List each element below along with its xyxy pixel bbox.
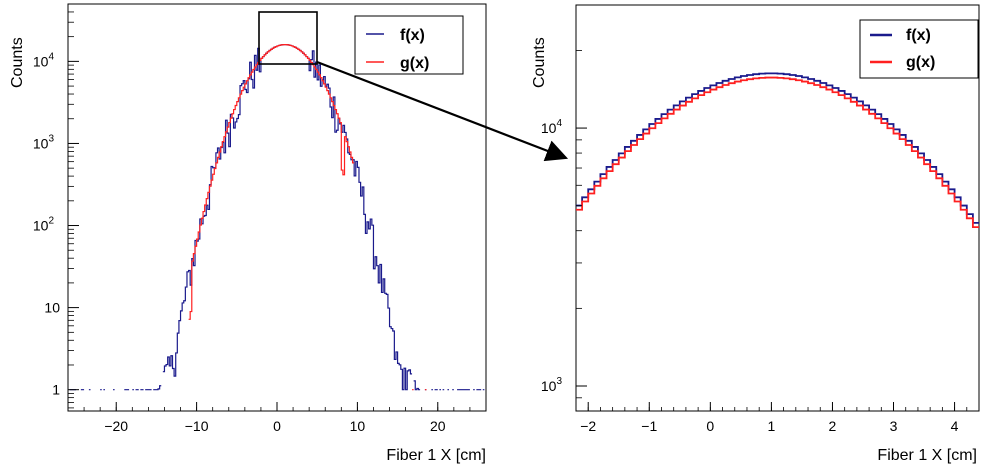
left-series-f-line [69,44,485,391]
right-y-tick-label: 103 [541,376,563,394]
left-x-tick-label: −20 [104,418,128,434]
left-y-tick-label: 102 [33,216,55,234]
right-chart: −2 −1 0 1 2 3 4 103 104 Fiber 1 X [cm] Counts f… [531,4,980,464]
right-series-f-line [576,72,979,224]
right-series-g-line [576,76,979,229]
left-x-tick-label: 0 [273,418,281,434]
right-y-tick-label: 104 [541,118,563,136]
right-x-tick-label: 4 [951,418,959,434]
right-x-tick-label: 2 [829,418,837,434]
right-y-axis-title: Counts [531,37,548,88]
right-x-tick-label: −1 [641,418,657,434]
zoom-box [258,11,318,65]
left-y-axis-title: Counts [9,37,26,88]
right-plot-frame [575,4,980,412]
left-y-tick-label: 103 [33,133,55,151]
left-legend-g-label: g(x) [400,55,429,72]
right-y-axis: 103 104 [541,50,587,399]
right-x-tick-label: 0 [706,418,714,434]
left-x-tick-label: 20 [430,418,446,434]
right-x-tick-label: 3 [890,418,898,434]
right-legend-f-label: f(x) [906,27,931,44]
left-legend-f-label: f(x) [400,27,425,44]
left-y-tick-label: 104 [33,51,55,69]
zoom-arrow [316,60,569,162]
right-x-tick-label: −2 [580,418,596,434]
right-legend-g-label: g(x) [906,54,935,71]
left-y-tick-label: 10 [44,300,60,316]
left-x-axis-title: Fiber 1 X [cm] [386,447,486,464]
left-y-axis: 1 10 102 103 104 [33,11,79,409]
left-x-axis: −20 −10 0 10 20 [67,402,487,434]
left-series-g-line [188,44,427,391]
right-x-axis: −2 −1 0 1 2 3 4 [575,402,968,434]
left-x-tick-label: 10 [350,418,366,434]
left-legend: f(x) g(x) [354,15,464,75]
right-legend-box [859,19,979,79]
left-series-group [69,44,485,391]
right-series-group [576,72,979,229]
right-x-axis-title: Fiber 1 X [cm] [877,447,977,464]
left-legend-box [354,15,464,75]
left-x-tick-label: −10 [185,418,209,434]
right-x-tick-label: 1 [767,418,775,434]
right-legend: f(x) g(x) [859,19,979,79]
left-y-tick-label: 1 [52,382,60,398]
